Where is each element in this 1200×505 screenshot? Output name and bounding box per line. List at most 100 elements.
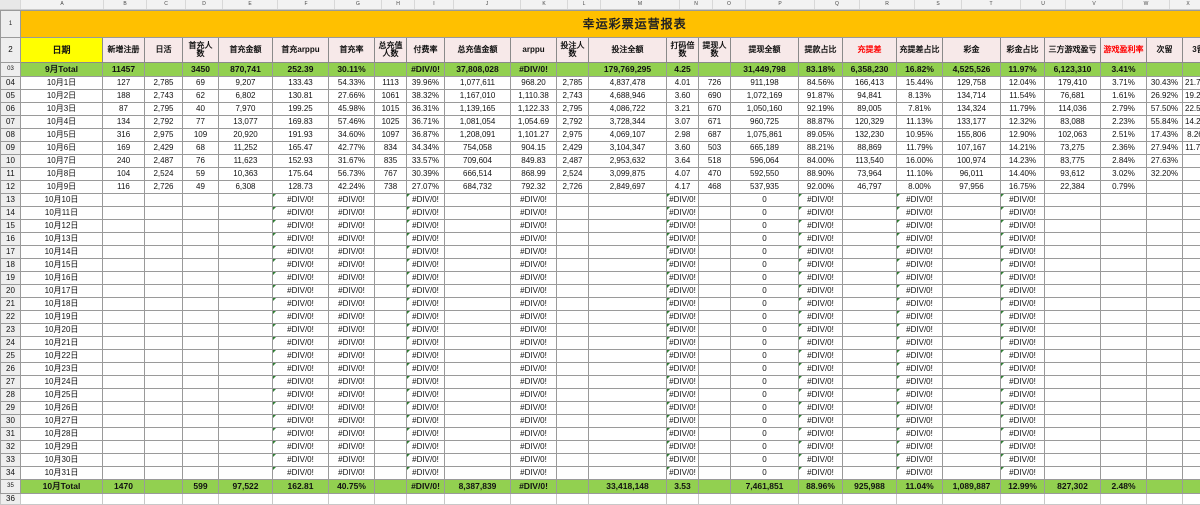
cell-date[interactable]: 10月18日 (21, 298, 103, 311)
cell-r29-c6[interactable]: #DIV/0! (329, 441, 375, 454)
cell-date[interactable]: 10月22日 (21, 350, 103, 363)
cell-r18-c13[interactable]: #DIV/0! (667, 298, 699, 311)
cell-r25-c6[interactable]: #DIV/0! (329, 389, 375, 402)
cell-r6-c16[interactable]: 88.21% (799, 142, 843, 155)
cell-r24-c16[interactable]: #DIV/0! (799, 376, 843, 389)
column-header-15[interactable]: 提现全额 (731, 38, 799, 63)
cell-r18-c14[interactable] (699, 298, 731, 311)
cell-r15-c21[interactable] (1045, 259, 1101, 272)
cell-r13-c3[interactable] (183, 233, 219, 246)
row-number[interactable]: 23 (1, 324, 21, 337)
cell-r11-c1[interactable] (103, 207, 145, 220)
cell-r11-c17[interactable] (843, 207, 897, 220)
cell-r24-c23[interactable] (1147, 376, 1183, 389)
cell-r19-c5[interactable]: #DIV/0! (273, 311, 329, 324)
cell-r19-c17[interactable] (843, 311, 897, 324)
column-header-M[interactable]: M (601, 0, 680, 9)
cell-r14-c15[interactable]: 0 (731, 246, 799, 259)
cell-r12-c12[interactable] (589, 220, 667, 233)
cell-r0-c5[interactable]: 252.39 (273, 63, 329, 77)
cell-r32-c21[interactable]: 827,302 (1045, 480, 1101, 494)
row-number[interactable]: 10 (1, 155, 21, 168)
cell-r12-c16[interactable]: #DIV/0! (799, 220, 843, 233)
cell-r7-c18[interactable]: 16.00% (897, 155, 943, 168)
cell-r31-c10[interactable]: #DIV/0! (511, 467, 557, 480)
cell-r22-c12[interactable] (589, 350, 667, 363)
cell-r30-c12[interactable] (589, 454, 667, 467)
cell-r11-c4[interactable] (219, 207, 273, 220)
cell-r31-c17[interactable] (843, 467, 897, 480)
cell-r27-c12[interactable] (589, 415, 667, 428)
cell-r29-c22[interactable] (1101, 441, 1147, 454)
cell-r3-c3[interactable]: 40 (183, 103, 219, 116)
cell-r10-c1[interactable] (103, 194, 145, 207)
cell-r22-c20[interactable]: #DIV/0! (1001, 350, 1045, 363)
cell-r17-c17[interactable] (843, 285, 897, 298)
cell-r4-c4[interactable]: 13,077 (219, 116, 273, 129)
cell-r18-c23[interactable] (1147, 298, 1183, 311)
cell-r32-c13[interactable]: 3.53 (667, 480, 699, 494)
cell-r10-c14[interactable] (699, 194, 731, 207)
cell-r5-c19[interactable]: 155,806 (943, 129, 1001, 142)
cell-r7-c3[interactable]: 76 (183, 155, 219, 168)
cell-r21-c5[interactable]: #DIV/0! (273, 337, 329, 350)
cell-r5-c21[interactable]: 102,063 (1045, 129, 1101, 142)
column-header-18[interactable]: 充提差占比 (897, 38, 943, 63)
cell-r4-c22[interactable]: 2.23% (1101, 116, 1147, 129)
row-number[interactable]: 17 (1, 246, 21, 259)
cell-r13-c10[interactable]: #DIV/0! (511, 233, 557, 246)
cell-r4-c13[interactable]: 3.07 (667, 116, 699, 129)
cell-r7-c13[interactable]: 3.64 (667, 155, 699, 168)
column-header-3[interactable]: 首充人数 (183, 38, 219, 63)
cell-r7-c8[interactable]: 33.57% (407, 155, 445, 168)
cell-r6-c21[interactable]: 73,275 (1045, 142, 1101, 155)
cell-r28-c9[interactable] (445, 428, 511, 441)
cell-r4-c24[interactable]: 14.29% (1183, 116, 1200, 129)
cell-r23-c24[interactable] (1183, 363, 1200, 376)
cell-r15-c12[interactable] (589, 259, 667, 272)
cell-r17-c24[interactable] (1183, 285, 1200, 298)
cell-r4-c14[interactable]: 671 (699, 116, 731, 129)
cell-r12-c5[interactable]: #DIV/0! (273, 220, 329, 233)
column-header-0[interactable]: 日期 (21, 38, 103, 63)
cell-r31-c3[interactable] (183, 467, 219, 480)
cell-r7-c9[interactable]: 709,604 (445, 155, 511, 168)
cell-r13-c9[interactable] (445, 233, 511, 246)
cell-r6-c19[interactable]: 107,167 (943, 142, 1001, 155)
cell-r6-c10[interactable]: 904.15 (511, 142, 557, 155)
cell-tail-8[interactable] (407, 494, 445, 505)
cell-r19-c9[interactable] (445, 311, 511, 324)
cell-date[interactable]: 10月19日 (21, 311, 103, 324)
cell-r27-c14[interactable] (699, 415, 731, 428)
cell-r16-c13[interactable]: #DIV/0! (667, 272, 699, 285)
cell-r12-c20[interactable]: #DIV/0! (1001, 220, 1045, 233)
cell-r23-c14[interactable] (699, 363, 731, 376)
cell-r29-c21[interactable] (1045, 441, 1101, 454)
cell-r20-c17[interactable] (843, 324, 897, 337)
cell-r16-c19[interactable] (943, 272, 1001, 285)
cell-r13-c11[interactable] (557, 233, 589, 246)
cell-r27-c20[interactable]: #DIV/0! (1001, 415, 1045, 428)
cell-r1-c11[interactable]: 2,785 (557, 77, 589, 90)
cell-r7-c17[interactable]: 113,540 (843, 155, 897, 168)
row-number[interactable]: 11 (1, 168, 21, 181)
cell-r21-c17[interactable] (843, 337, 897, 350)
row-number[interactable]: 36 (1, 494, 21, 505)
cell-r21-c16[interactable]: #DIV/0! (799, 337, 843, 350)
cell-r28-c8[interactable]: #DIV/0! (407, 428, 445, 441)
cell-r22-c13[interactable]: #DIV/0! (667, 350, 699, 363)
row-number[interactable]: 14 (1, 207, 21, 220)
cell-r20-c1[interactable] (103, 324, 145, 337)
cell-r7-c12[interactable]: 2,953,632 (589, 155, 667, 168)
cell-r6-c5[interactable]: 165.47 (273, 142, 329, 155)
cell-r15-c16[interactable]: #DIV/0! (799, 259, 843, 272)
row-number[interactable]: 32 (1, 441, 21, 454)
cell-r27-c3[interactable] (183, 415, 219, 428)
cell-r30-c3[interactable] (183, 454, 219, 467)
cell-r17-c14[interactable] (699, 285, 731, 298)
cell-r3-c10[interactable]: 1,122.33 (511, 103, 557, 116)
cell-r30-c19[interactable] (943, 454, 1001, 467)
cell-r5-c6[interactable]: 34.60% (329, 129, 375, 142)
cell-r12-c9[interactable] (445, 220, 511, 233)
cell-tail-22[interactable] (1101, 494, 1147, 505)
